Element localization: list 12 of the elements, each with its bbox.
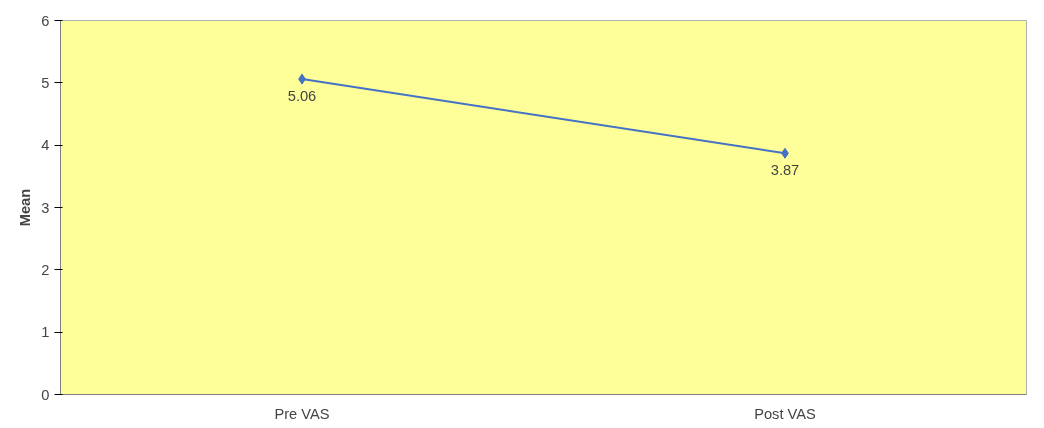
- data-label: 3.87: [770, 162, 800, 179]
- y-tick-label: 2: [41, 261, 50, 278]
- data-label: 5.06: [287, 88, 317, 105]
- y-tick-label: 5: [41, 74, 50, 91]
- x-tick-label: Post VAS: [754, 405, 817, 422]
- y-tick-label: 3: [41, 199, 50, 216]
- y-axis-title: Mean: [17, 188, 34, 227]
- y-tick-label: 4: [41, 137, 50, 154]
- y-tick-label: 1: [41, 324, 50, 341]
- y-tick-label: 0: [41, 386, 50, 403]
- x-tick-label: Pre VAS: [274, 405, 330, 422]
- y-tick-label: 6: [41, 12, 50, 29]
